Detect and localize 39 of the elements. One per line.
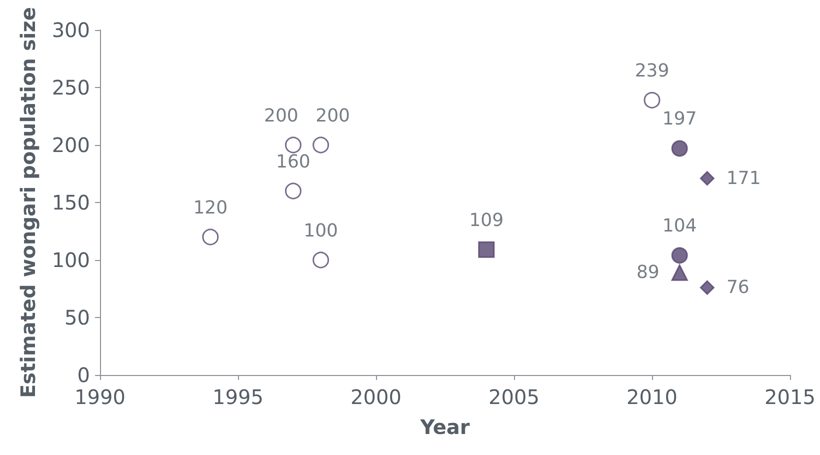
data-label: 200 — [316, 105, 350, 126]
point — [700, 280, 714, 295]
point — [700, 171, 714, 186]
x-axis-title: Year — [419, 415, 470, 439]
x-tick-label: 2000 — [350, 385, 402, 409]
point — [671, 140, 688, 157]
data-label: 89 — [636, 262, 660, 284]
point — [284, 182, 302, 200]
x-tick-label: 2010 — [626, 385, 678, 409]
data-label: 239 — [634, 60, 670, 82]
y-tick-label: 200 — [52, 133, 90, 157]
x-tick-label: 1995 — [212, 385, 264, 409]
point — [312, 252, 330, 268]
data-label: 76 — [726, 277, 750, 298]
point — [202, 228, 219, 246]
point — [284, 136, 302, 154]
point — [671, 247, 688, 264]
y-tick-label: 300 — [52, 18, 90, 42]
data-label: 100 — [304, 220, 338, 242]
x-tick-label: 2015 — [764, 385, 816, 409]
point — [478, 241, 495, 258]
data-label: 171 — [726, 168, 761, 189]
data-label: 197 — [662, 108, 697, 130]
y-axis-title: Estimated wongari population size — [16, 7, 40, 398]
y-tick-label: 100 — [52, 248, 90, 272]
y-tick-label: 50 — [64, 306, 90, 330]
data-label: 109 — [469, 210, 504, 231]
point — [312, 136, 330, 154]
point — [671, 264, 688, 281]
y-tick-label: 0 — [77, 363, 90, 387]
data-label: 160 — [276, 151, 310, 172]
y-tick-label: 150 — [52, 190, 90, 214]
data-label: 104 — [662, 216, 697, 237]
point — [644, 92, 660, 108]
x-tick-label: 2005 — [488, 385, 540, 409]
x-tick-label: 1990 — [74, 385, 126, 409]
y-tick-label: 250 — [52, 76, 90, 100]
data-label: 200 — [264, 105, 298, 126]
data-label: 120 — [193, 197, 228, 218]
